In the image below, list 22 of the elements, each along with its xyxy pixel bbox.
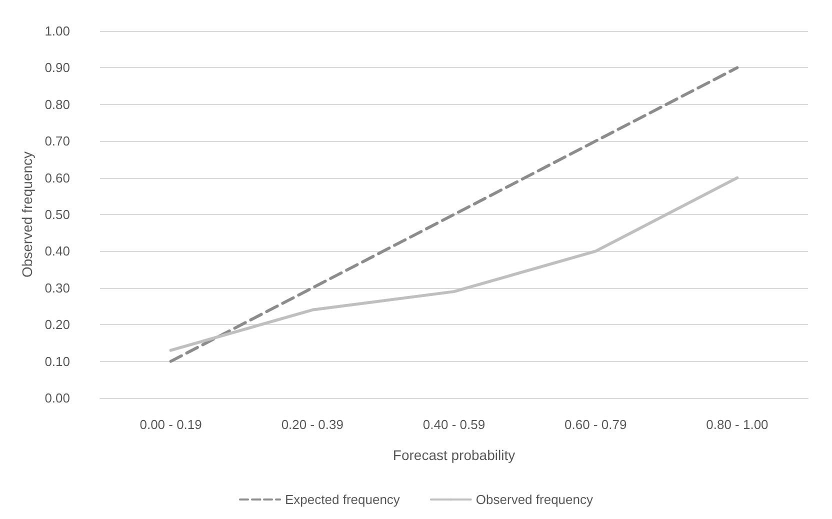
y-tick-label: 0.30 <box>44 280 70 296</box>
legend-label: Expected frequency <box>285 492 400 507</box>
y-tick-label: 0.20 <box>44 317 70 332</box>
y-tick-label: 0.60 <box>44 170 70 186</box>
x-axis-title: Forecast probability <box>392 447 516 463</box>
y-tick-label: 0.90 <box>44 60 70 76</box>
x-tick-label: 0.80 - 1.00 <box>706 417 768 432</box>
x-tick-label: 0.40 - 0.59 <box>422 417 486 432</box>
x-tick-label: 0.20 - 0.39 <box>281 417 344 432</box>
y-tick-label: 0.40 <box>44 244 70 259</box>
legend-label: Observed frequency <box>476 492 594 507</box>
y-axis-title: Observed frequency <box>18 151 35 278</box>
line-series <box>169 66 739 363</box>
y-tick-label: 1.00 <box>44 24 70 38</box>
y-tick-label: 0.50 <box>44 207 70 222</box>
y-tick-label: 0.70 <box>44 134 70 149</box>
x-tick-label: 0.60 - 0.79 <box>564 417 627 432</box>
y-tick-label: 0.80 <box>44 96 70 112</box>
y-tick-label: 0.00 <box>44 390 70 406</box>
line-series <box>169 176 739 352</box>
x-tick-label: 0.00 - 0.19 <box>140 417 202 432</box>
y-tick-label: 0.10 <box>44 354 70 369</box>
